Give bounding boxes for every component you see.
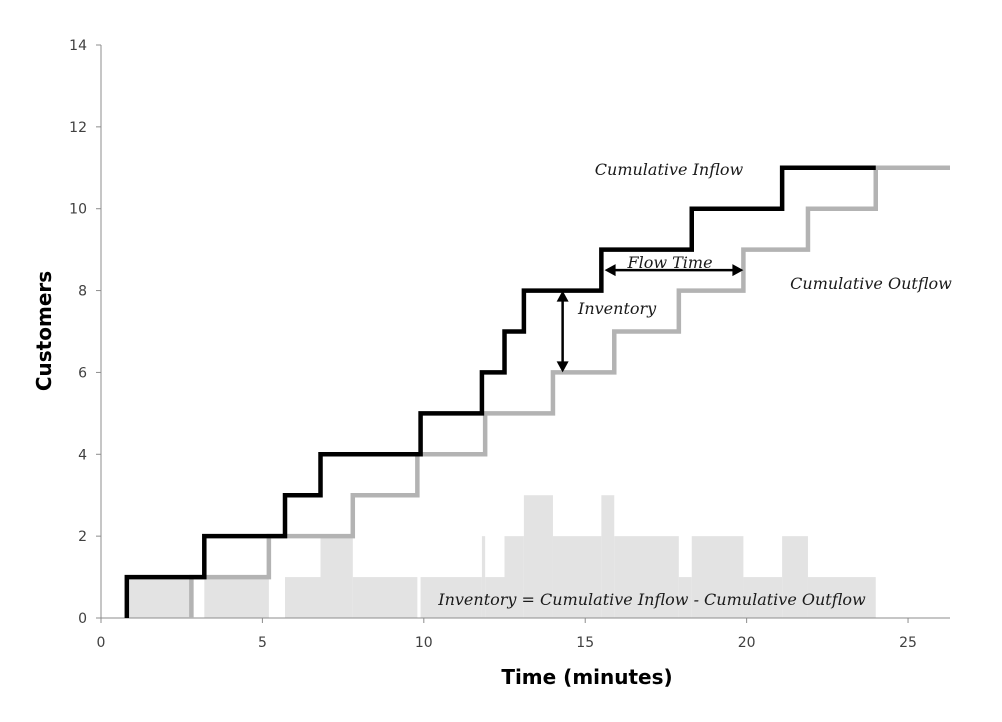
inflow-label: Cumulative Inflow: [595, 160, 744, 179]
y-tick-label: 10: [69, 202, 87, 218]
inventory-bar: [485, 577, 505, 618]
cumulative-outflow-line: [189, 165, 950, 618]
flow-time-arrowhead-right: [732, 264, 744, 277]
y-tick-label: 8: [78, 284, 87, 300]
inventory-bar: [691, 536, 744, 618]
x-tick-label: 20: [738, 635, 756, 651]
inventory-bar: [678, 577, 692, 618]
inventory-bar: [552, 536, 602, 618]
inventory-arrowhead-bottom: [556, 361, 569, 373]
outflow-label: Cumulative Outflow: [790, 274, 952, 293]
inventory-bar: [320, 536, 353, 618]
flow-time-arrowhead-left: [604, 264, 616, 277]
inventory-bar: [420, 577, 482, 618]
inventory-bar: [743, 577, 783, 618]
y-tick-label: 2: [78, 529, 87, 545]
x-tick-label: 0: [97, 635, 106, 651]
inventory-bar: [614, 536, 679, 618]
axes: [100, 45, 950, 619]
y-tick-label: 12: [69, 120, 87, 136]
y-axis-title: Customers: [32, 271, 56, 391]
x-tick-label: 10: [415, 635, 433, 651]
inventory-bar: [504, 536, 524, 618]
x-axis-title: Time (minutes): [501, 665, 672, 689]
y-tick-label: 6: [78, 365, 87, 381]
flow-time-label: Flow Time: [626, 253, 712, 272]
x-tick-label: 15: [576, 635, 594, 651]
x-tick-label: 25: [899, 635, 917, 651]
inventory-bar: [352, 577, 418, 618]
inventory-area-layer: [126, 495, 876, 618]
inventory-arrowhead-top: [556, 290, 569, 302]
inventory-bar: [782, 536, 808, 618]
inventory-bar: [601, 495, 615, 618]
y-tick-label: 14: [69, 38, 87, 54]
y-tick-label: 0: [78, 611, 87, 627]
inventory-label: Inventory: [577, 299, 657, 318]
inventory-bar: [523, 495, 553, 618]
inventory-bar: [481, 536, 486, 618]
x-tick-label: 5: [258, 635, 267, 651]
inventory-equation: Inventory = Cumulative Inflow - Cumulati…: [437, 590, 866, 609]
y-tick-label: 4: [78, 447, 87, 463]
ticks: 0 2 4 6 8 10 12 14 0 5 10 15 20 25: [69, 38, 917, 651]
inventory-bar: [126, 577, 192, 618]
series-layer: [124, 165, 950, 618]
cumulative-inflow-line: [124, 165, 876, 618]
inventory-bar: [204, 577, 269, 618]
inventory-bar: [285, 577, 321, 618]
inventory-bar: [807, 577, 876, 618]
annotation-arrows: [556, 264, 744, 373]
